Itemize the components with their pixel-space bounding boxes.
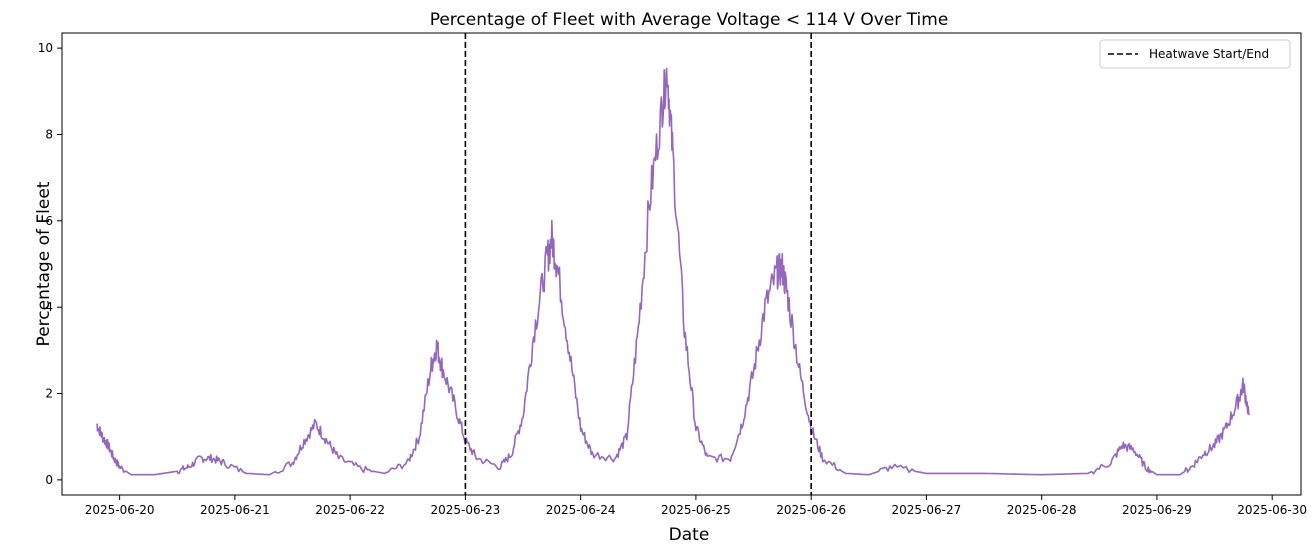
plot-area — [96, 67, 1250, 476]
x-tick-label: 2025-06-21 — [200, 503, 270, 517]
legend: Heatwave Start/End — [1099, 39, 1291, 69]
x-tick-label: 2025-06-27 — [892, 503, 962, 517]
x-tick-label: 2025-06-24 — [546, 503, 616, 517]
y-tick-label: 4 — [45, 300, 53, 314]
x-tick-label: 2025-06-20 — [85, 503, 155, 517]
legend-label-heatwave: Heatwave Start/End — [1149, 47, 1269, 61]
y-axis: 0 2 4 6 8 10 — [38, 41, 62, 487]
y-tick-label: 2 — [45, 387, 53, 401]
series-line-percentage-of-fleet — [96, 67, 1250, 476]
chart-title: Percentage of Fleet with Average Voltage… — [430, 10, 949, 30]
x-tick-label: 2025-06-28 — [1007, 503, 1077, 517]
x-tick-label: 2025-06-30 — [1237, 503, 1307, 517]
x-tick-label: 2025-06-25 — [661, 503, 731, 517]
y-tick-label: 0 — [45, 473, 53, 487]
x-tick-label: 2025-06-29 — [1122, 503, 1192, 517]
y-tick-label: 8 — [45, 127, 53, 141]
y-tick-label: 6 — [45, 214, 53, 228]
axes-frame — [61, 32, 1302, 496]
legend-box — [1099, 39, 1291, 69]
x-axis-title: Date — [669, 525, 710, 545]
x-tick-label: 2025-06-22 — [315, 503, 385, 517]
x-tick-label: 2025-06-23 — [431, 503, 501, 517]
x-tick-label: 2025-06-26 — [776, 503, 846, 517]
x-axis: 2025-06-20 2025-06-21 2025-06-22 2025-06-23… — [85, 495, 1307, 517]
y-axis-title: Percentage of Fleet — [34, 181, 54, 346]
y-tick-label: 10 — [38, 41, 53, 55]
heatwave-lines — [464, 33, 812, 495]
